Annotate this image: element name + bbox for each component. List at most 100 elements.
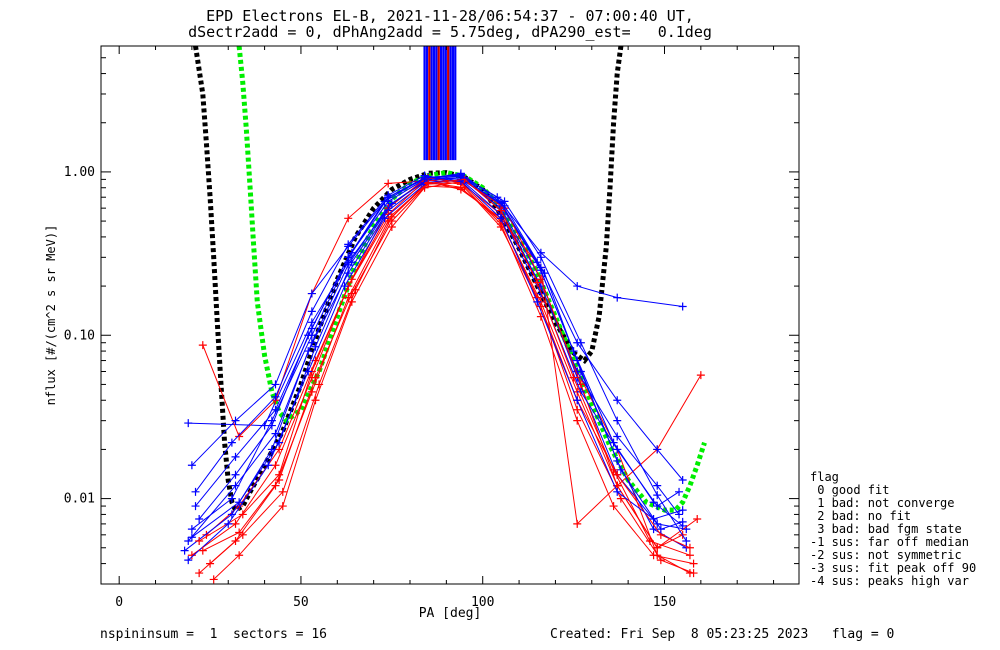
data-point xyxy=(678,521,687,530)
data-point xyxy=(307,338,316,347)
data-point xyxy=(344,240,353,249)
series-line xyxy=(202,178,691,556)
data-point xyxy=(693,515,702,523)
legend-item: 3 bad: bad fgm state xyxy=(810,522,962,536)
chart-title-line-1: EPD Electrons EL-B, 2021-11-28/06:54:37 … xyxy=(206,7,694,25)
y-tick-label: 0.10 xyxy=(64,328,95,343)
data-point xyxy=(609,465,618,474)
data-point xyxy=(536,275,545,284)
data-point xyxy=(689,569,698,578)
data-point xyxy=(653,543,662,552)
data-point xyxy=(347,248,356,257)
data-point xyxy=(224,519,233,528)
data-point xyxy=(231,470,240,479)
data-point xyxy=(653,445,662,454)
series-red-15 xyxy=(206,178,698,578)
series-red-7 xyxy=(195,178,694,578)
series-red-18 xyxy=(198,175,694,560)
data-point xyxy=(380,197,389,206)
plot-frame xyxy=(100,45,800,585)
data-point xyxy=(656,556,665,565)
data-point xyxy=(569,373,578,382)
legend-item: -3 sus: fit peak off 90 xyxy=(810,561,977,575)
data-point xyxy=(195,515,204,523)
series-line xyxy=(198,182,691,574)
data-point xyxy=(184,419,193,428)
data-point xyxy=(209,575,218,584)
data-point xyxy=(682,537,691,546)
data-point xyxy=(315,380,324,389)
saturated-peak-block xyxy=(423,46,457,161)
data-point xyxy=(231,416,240,425)
data-point xyxy=(689,559,698,568)
y-axis-label: nflux [#/(cm^2 s sr MeV)] xyxy=(44,225,58,406)
series-line xyxy=(187,177,687,542)
data-point xyxy=(271,461,280,470)
data-point xyxy=(536,302,545,311)
data-point xyxy=(344,253,353,262)
series-line xyxy=(191,177,687,542)
data-point xyxy=(304,347,313,356)
data-point xyxy=(344,293,353,302)
data-point xyxy=(180,546,189,555)
data-point xyxy=(496,222,505,231)
series-green-1 xyxy=(236,46,707,513)
data-point xyxy=(387,199,396,208)
footer-created: Created: Fri Sep 8 05:23:25 2023 flag = … xyxy=(550,627,895,642)
data-point xyxy=(347,258,356,267)
data-point xyxy=(191,487,200,496)
data-point xyxy=(493,193,502,202)
data-point xyxy=(609,438,618,447)
data-point xyxy=(649,498,658,507)
data-point xyxy=(616,494,625,503)
series-blue-10 xyxy=(180,175,691,555)
data-point xyxy=(198,341,207,350)
data-point xyxy=(278,502,287,511)
flag-legend: flag 0 good fit 1 bad: not converge 2 ba… xyxy=(810,471,976,588)
data-point xyxy=(304,331,313,340)
data-point xyxy=(613,293,622,302)
legend-title: flag xyxy=(810,470,839,484)
data-point xyxy=(653,502,662,511)
data-point xyxy=(685,543,694,552)
legend-item: 2 bad: no fit xyxy=(810,509,912,523)
x-tick-label: 0 xyxy=(115,595,123,610)
data-point xyxy=(304,367,313,376)
data-point xyxy=(311,396,320,405)
data-point xyxy=(576,338,585,347)
data-point xyxy=(609,502,618,511)
data-point xyxy=(275,475,284,484)
data-point xyxy=(569,347,578,356)
data-point xyxy=(496,214,505,223)
data-point xyxy=(195,569,204,578)
data-point xyxy=(613,396,622,405)
data-point xyxy=(533,278,542,287)
data-point xyxy=(206,559,215,568)
data-point xyxy=(307,307,316,316)
data-point xyxy=(344,214,353,223)
data-point xyxy=(616,465,625,474)
data-point xyxy=(271,481,280,490)
x-axis-label: PA [deg] xyxy=(419,606,482,621)
x-tick-label: 50 xyxy=(293,595,309,610)
data-point xyxy=(231,519,240,528)
x-tick-label: 100 xyxy=(471,595,494,610)
data-point xyxy=(307,289,316,298)
data-point xyxy=(275,445,284,454)
axes-layer: 0 50 100 150 0.01 0.10 1.00 xyxy=(64,46,799,610)
data-point xyxy=(227,438,236,447)
data-point xyxy=(696,371,705,380)
data-point xyxy=(311,342,320,351)
legend-item: -4 sus: peaks high var xyxy=(810,574,969,588)
data-point xyxy=(533,258,542,267)
legend-item: -2 sus: not symmetric xyxy=(810,548,962,562)
y-tick-label: 1.00 xyxy=(64,165,95,180)
series-blue-19 xyxy=(195,171,687,530)
data-point xyxy=(195,537,204,546)
data-point xyxy=(387,217,396,226)
data-point xyxy=(271,380,280,389)
legend-item: 0 good fit xyxy=(810,483,890,497)
series-blue-6 xyxy=(184,173,691,546)
data-point xyxy=(573,519,582,528)
